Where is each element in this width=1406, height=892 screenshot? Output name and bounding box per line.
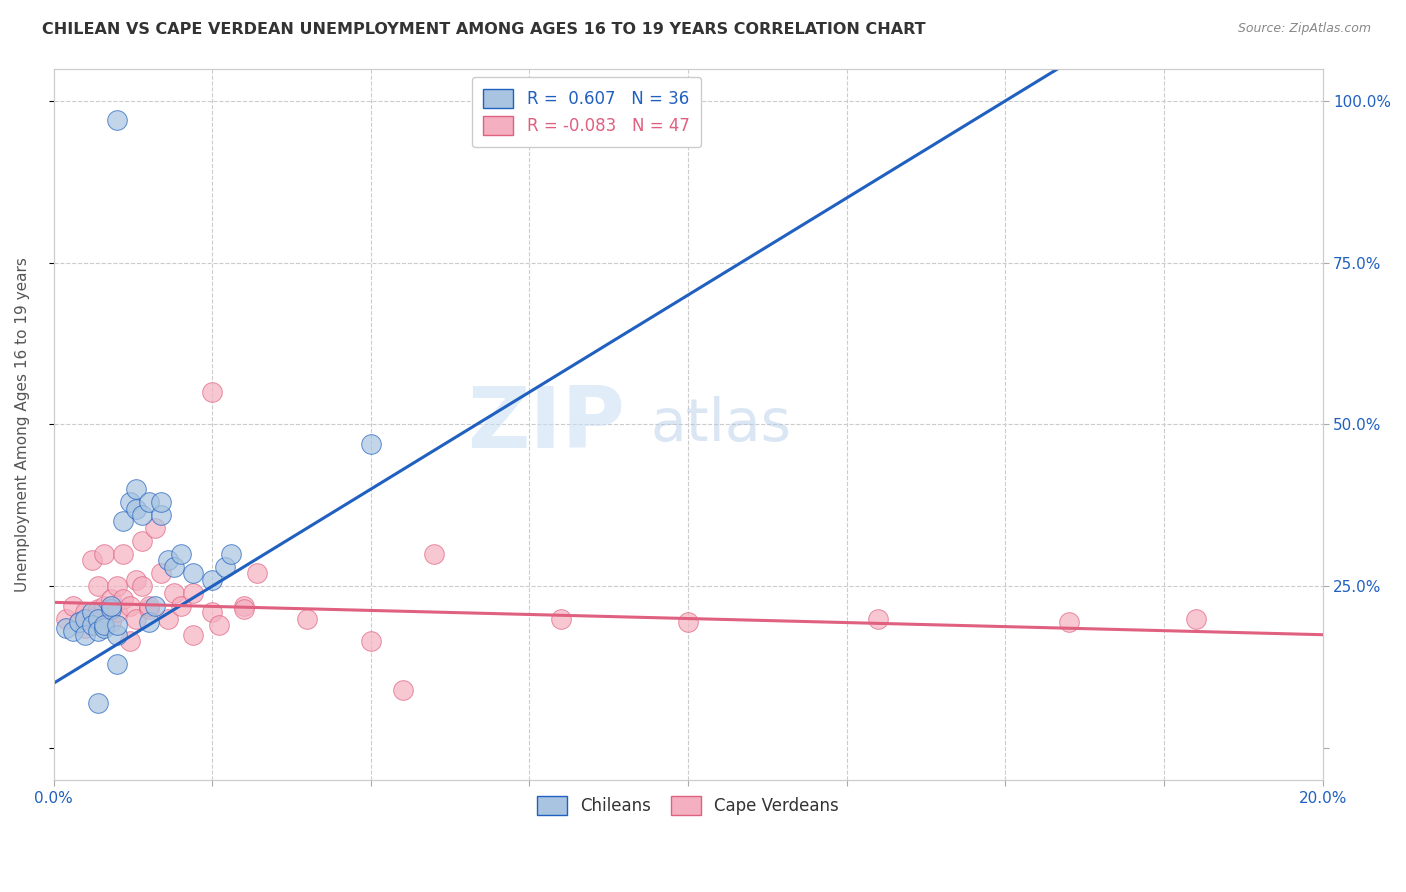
Point (105, 657, 128, 671)
Point (156, 611, 179, 625)
Point (87, 579, 110, 593)
Point (131, 579, 153, 593)
Point (105, 579, 128, 593)
Point (138, 615, 160, 629)
Point (67, 615, 90, 629)
Point (360, 437, 382, 451)
Point (360, 634, 382, 648)
Point (138, 495, 160, 509)
Text: CHILEAN VS CAPE VERDEAN UNEMPLOYMENT AMONG AGES 16 TO 19 YEARS CORRELATION CHART: CHILEAN VS CAPE VERDEAN UNEMPLOYMENT AMO… (42, 22, 925, 37)
Point (1057, 615, 1080, 629)
Point (125, 501, 148, 516)
Point (868, 611, 890, 625)
Point (93, 599, 115, 613)
Point (138, 602, 160, 616)
Point (201, 385, 224, 400)
Point (93, 547, 115, 561)
Point (150, 566, 173, 581)
Point (181, 628, 204, 642)
Point (112, 592, 135, 607)
Point (105, 618, 128, 632)
Point (125, 573, 148, 587)
Legend: Chileans, Cape Verdeans: Chileans, Cape Verdeans (527, 786, 849, 825)
Point (163, 585, 186, 599)
Text: atlas: atlas (650, 396, 792, 453)
Point (100, 592, 122, 607)
Point (125, 482, 148, 496)
Point (55, 621, 77, 635)
Point (150, 508, 173, 522)
Point (143, 599, 166, 613)
Point (100, 599, 122, 613)
Point (112, 515, 135, 529)
Point (219, 547, 242, 561)
Point (80, 611, 103, 625)
Point (391, 682, 413, 697)
Point (80, 605, 103, 619)
Point (118, 495, 141, 509)
Point (105, 628, 128, 642)
Point (75, 605, 97, 619)
Point (118, 634, 141, 648)
Point (87, 696, 110, 710)
Point (100, 602, 122, 616)
Point (87, 611, 110, 625)
Point (1184, 611, 1206, 625)
Point (423, 547, 446, 561)
Point (62, 599, 84, 613)
Point (93, 621, 115, 635)
Y-axis label: Unemployment Among Ages 16 to 19 years: Unemployment Among Ages 16 to 19 years (15, 257, 30, 592)
Point (214, 559, 236, 574)
Point (138, 599, 160, 613)
Point (100, 615, 122, 629)
Point (131, 508, 153, 522)
Point (62, 624, 84, 639)
Point (75, 621, 97, 635)
Point (75, 628, 97, 642)
Point (150, 495, 173, 509)
Point (87, 602, 110, 616)
Point (156, 553, 179, 567)
Point (169, 599, 191, 613)
Point (118, 599, 141, 613)
Point (676, 615, 699, 629)
Point (233, 602, 256, 616)
Text: Source: ZipAtlas.com: Source: ZipAtlas.com (1237, 22, 1371, 36)
Point (201, 573, 224, 587)
Point (181, 566, 204, 581)
Point (105, 113, 128, 128)
Point (246, 566, 269, 581)
Point (75, 611, 97, 625)
Point (105, 605, 128, 619)
Point (80, 618, 103, 632)
Point (201, 605, 224, 619)
Point (80, 553, 103, 567)
Point (297, 611, 319, 625)
Text: ZIP: ZIP (467, 383, 624, 466)
Point (87, 624, 110, 639)
Point (93, 618, 115, 632)
Point (55, 611, 77, 625)
Point (112, 547, 135, 561)
Point (67, 615, 90, 629)
Point (131, 533, 153, 548)
Point (125, 611, 148, 625)
Point (163, 559, 186, 574)
Point (143, 521, 166, 535)
Point (233, 599, 256, 613)
Point (181, 585, 204, 599)
Point (169, 547, 191, 561)
Point (207, 618, 229, 632)
Point (550, 611, 572, 625)
